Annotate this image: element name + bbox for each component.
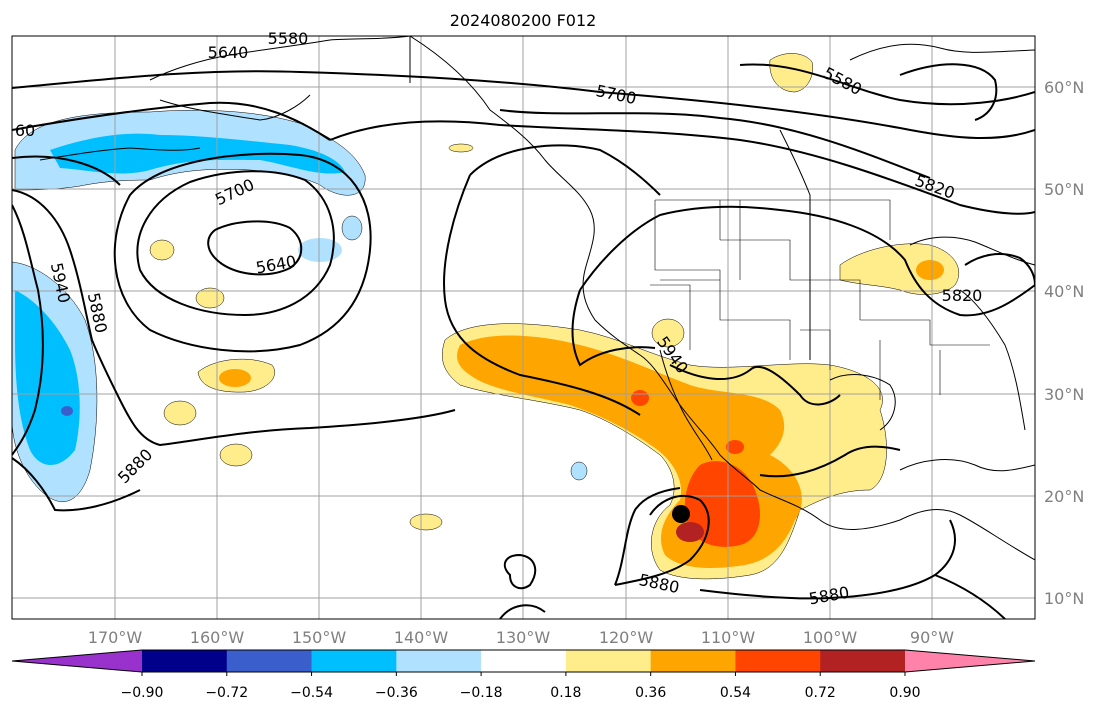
lon-label: 140°W (394, 628, 449, 647)
anomaly-yellow-alaska (769, 53, 813, 93)
colorbar-tick-label: 0.54 (720, 685, 751, 701)
colorbar-segment (650, 650, 736, 672)
storm-center-marker (672, 505, 690, 523)
contour-label: 60 (15, 121, 35, 140)
lon-label: 170°W (88, 628, 143, 647)
anomaly-yellow-california (651, 318, 685, 348)
anomaly-yellow-pacific-3 (219, 443, 253, 467)
anomaly-redorange-mexico (684, 461, 760, 547)
anomaly-blue-spot-3 (570, 461, 588, 481)
anomaly-redorange-spot-2 (726, 440, 744, 454)
colorbar-segment (820, 650, 906, 672)
lat-label: 20°N (1044, 487, 1084, 506)
map-area (12, 36, 1035, 619)
anomaly-yellow-pacific-5 (149, 239, 175, 261)
contour-label: 5640 (208, 43, 249, 62)
anomaly-blue-spot-2 (341, 215, 363, 241)
colorbar-segment (565, 650, 652, 672)
colorbar-tick-label: 0.36 (635, 685, 666, 701)
lon-label: 160°W (190, 628, 245, 647)
coastlines (39, 36, 1035, 561)
colorbar: −0.90 −0.72 −0.54 −0.36 −0.18 0.18 0.36 0.54 0.7… (11, 649, 1036, 701)
longitude-labels: 170°W 160°W 150°W 140°W 130°W 120°W 110°… (88, 628, 954, 647)
colorbar-tick-label: −0.36 (375, 685, 418, 701)
lon-label: 120°W (599, 628, 654, 647)
colorbar-segment (311, 650, 397, 672)
colorbar-extend-low (12, 650, 142, 672)
anomaly-orange-great-lakes (916, 260, 944, 280)
colorbar-tick-label: 0.90 (889, 685, 920, 701)
colorbar-segment (142, 650, 228, 672)
anomaly-yellow-pacific-2 (163, 400, 197, 426)
lon-label: 110°W (701, 628, 756, 647)
colorbar-tick-label: −0.72 (205, 685, 248, 701)
lon-label: 150°W (292, 628, 347, 647)
anomaly-royalblue-spot (61, 406, 73, 416)
colorbar-tick-label: −0.54 (290, 685, 333, 701)
contour-label: 5820 (942, 286, 983, 305)
anomaly-yellow-gulf-alaska (448, 143, 474, 153)
height-contours (12, 63, 1035, 619)
lat-label: 40°N (1044, 282, 1084, 301)
lon-label: 100°W (803, 628, 858, 647)
map-frame (11, 35, 1036, 620)
colorbar-segment (226, 650, 313, 672)
colorbar-extend-high (905, 650, 1035, 672)
colorbar-tick-label: −0.90 (121, 685, 164, 701)
anomaly-redorange-spot (631, 390, 649, 406)
anomaly-darkred-spot (676, 522, 704, 542)
colorbar-tick-label: −0.18 (460, 685, 503, 701)
contour-label: 5580 (268, 29, 309, 48)
colorbar-segment (396, 650, 482, 672)
lon-label: 90°W (910, 628, 954, 647)
colorbar-tick-label: 0.72 (805, 685, 836, 701)
figure-title: 2024080200 F012 (450, 11, 597, 30)
lat-label: 50°N (1044, 180, 1084, 199)
lat-label: 10°N (1044, 589, 1084, 608)
lat-label: 60°N (1044, 78, 1084, 97)
anomaly-orange-pacific-1 (219, 369, 251, 387)
anomaly-skyblue-north-pacific (50, 133, 345, 174)
anomaly-blue-spot (298, 238, 342, 262)
lat-label: 30°N (1044, 385, 1084, 404)
lon-label: 130°W (496, 628, 551, 647)
colorbar-tick-label: 0.18 (550, 685, 581, 701)
anomaly-yellow-great-lakes (839, 243, 960, 295)
state-borders (650, 199, 990, 400)
colorbar-segment (481, 650, 567, 672)
colorbar-segment (735, 650, 821, 672)
anomaly-yellow-pacific-4 (409, 513, 443, 531)
latitude-labels: 60°N 50°N 40°N 30°N 20°N 10°N (1044, 78, 1084, 608)
